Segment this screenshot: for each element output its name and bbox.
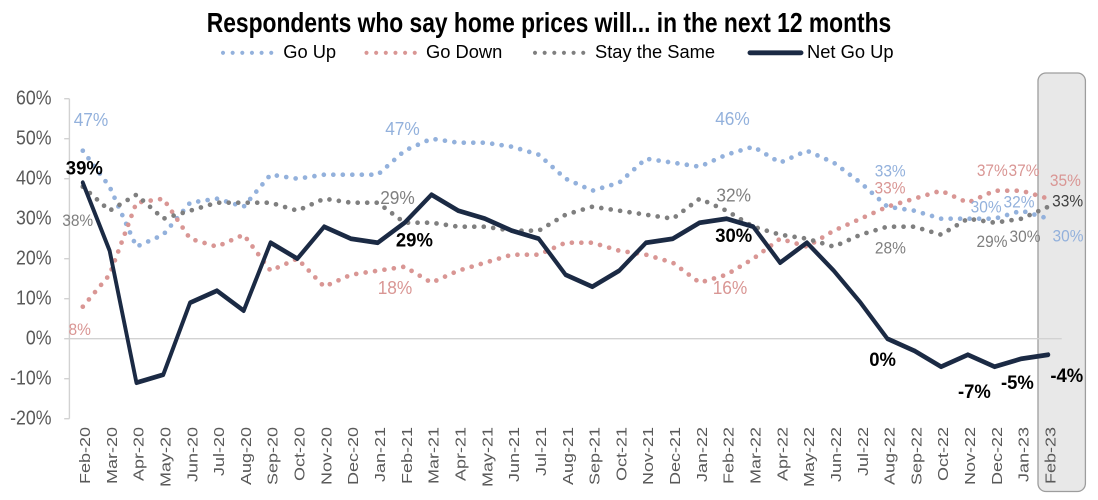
svg-text:Apr-22: Apr-22 bbox=[775, 427, 791, 481]
svg-text:40%: 40% bbox=[16, 167, 51, 189]
svg-text:Feb-23: Feb-23 bbox=[1043, 427, 1059, 484]
svg-text:29%: 29% bbox=[380, 188, 415, 209]
svg-text:Respondents who say home price: Respondents who say home prices will... … bbox=[207, 8, 891, 39]
svg-text:Jan-21: Jan-21 bbox=[373, 427, 389, 482]
svg-text:Sep-21: Sep-21 bbox=[587, 427, 603, 485]
svg-text:30%: 30% bbox=[16, 207, 51, 229]
svg-text:Dec-21: Dec-21 bbox=[668, 427, 684, 485]
svg-text:Oct-22: Oct-22 bbox=[936, 427, 952, 481]
svg-text:46%: 46% bbox=[715, 109, 750, 130]
svg-text:32%: 32% bbox=[1004, 194, 1035, 211]
svg-text:8%: 8% bbox=[69, 322, 91, 339]
svg-text:Feb-22: Feb-22 bbox=[721, 427, 737, 484]
svg-text:0%: 0% bbox=[869, 349, 896, 370]
svg-text:Jan-23: Jan-23 bbox=[1016, 427, 1032, 482]
svg-text:29%: 29% bbox=[396, 229, 433, 250]
svg-text:10%: 10% bbox=[16, 287, 51, 309]
svg-text:May-21: May-21 bbox=[480, 427, 496, 487]
svg-text:35%: 35% bbox=[1050, 173, 1081, 190]
svg-text:Apr-20: Apr-20 bbox=[131, 427, 147, 481]
svg-text:Jul-22: Jul-22 bbox=[855, 427, 871, 476]
svg-text:-4%: -4% bbox=[1050, 365, 1083, 386]
svg-text:Jun-21: Jun-21 bbox=[507, 427, 523, 482]
svg-text:Stay the Same: Stay the Same bbox=[595, 41, 715, 62]
svg-text:Mar-20: Mar-20 bbox=[104, 427, 120, 484]
svg-text:Nov-21: Nov-21 bbox=[641, 427, 657, 485]
svg-text:0%: 0% bbox=[26, 327, 52, 349]
svg-text:Feb-20: Feb-20 bbox=[78, 427, 94, 484]
svg-text:47%: 47% bbox=[74, 110, 109, 131]
svg-text:47%: 47% bbox=[385, 119, 420, 140]
svg-text:39%: 39% bbox=[66, 157, 103, 178]
svg-text:May-20: May-20 bbox=[158, 427, 174, 487]
svg-text:30%: 30% bbox=[715, 225, 752, 246]
svg-text:30%: 30% bbox=[971, 199, 1002, 216]
svg-text:33%: 33% bbox=[875, 180, 906, 197]
svg-text:-5%: -5% bbox=[1001, 372, 1034, 393]
svg-text:50%: 50% bbox=[16, 127, 51, 149]
svg-text:18%: 18% bbox=[378, 278, 413, 299]
svg-text:16%: 16% bbox=[713, 278, 748, 299]
svg-text:Aug-21: Aug-21 bbox=[560, 427, 576, 485]
svg-text:Aug-22: Aug-22 bbox=[882, 427, 898, 485]
svg-text:Dec-22: Dec-22 bbox=[990, 427, 1006, 485]
svg-text:30%: 30% bbox=[1053, 228, 1084, 245]
svg-text:Nov-20: Nov-20 bbox=[319, 427, 335, 485]
svg-text:Jun-22: Jun-22 bbox=[829, 427, 845, 482]
svg-text:Feb-21: Feb-21 bbox=[399, 427, 415, 484]
svg-text:28%: 28% bbox=[875, 240, 906, 257]
svg-text:Oct-21: Oct-21 bbox=[614, 427, 630, 481]
svg-text:37%: 37% bbox=[977, 163, 1008, 180]
svg-text:33%: 33% bbox=[875, 163, 906, 180]
svg-text:Go Down: Go Down bbox=[426, 41, 502, 62]
svg-text:Mar-22: Mar-22 bbox=[748, 427, 764, 484]
svg-text:38%: 38% bbox=[62, 213, 93, 230]
svg-text:Sep-22: Sep-22 bbox=[909, 427, 925, 485]
svg-text:Apr-21: Apr-21 bbox=[453, 427, 469, 481]
svg-text:-10%: -10% bbox=[10, 367, 51, 389]
svg-text:Sep-20: Sep-20 bbox=[265, 427, 281, 485]
svg-text:Oct-20: Oct-20 bbox=[292, 427, 308, 481]
svg-text:29%: 29% bbox=[977, 234, 1008, 251]
svg-text:32%: 32% bbox=[716, 185, 751, 206]
svg-text:May-22: May-22 bbox=[802, 427, 818, 487]
svg-text:Go Up: Go Up bbox=[283, 41, 336, 62]
svg-text:-20%: -20% bbox=[10, 407, 51, 429]
svg-text:Jul-21: Jul-21 bbox=[534, 427, 550, 476]
svg-text:33%: 33% bbox=[1052, 193, 1083, 210]
svg-text:37%: 37% bbox=[1009, 163, 1040, 180]
svg-text:Aug-20: Aug-20 bbox=[239, 427, 255, 485]
svg-text:Jun-20: Jun-20 bbox=[185, 427, 201, 482]
svg-text:Net Go Up: Net Go Up bbox=[807, 41, 894, 62]
svg-text:60%: 60% bbox=[16, 87, 51, 109]
svg-text:Nov-22: Nov-22 bbox=[963, 427, 979, 485]
svg-text:Jan-22: Jan-22 bbox=[695, 427, 711, 482]
svg-text:Dec-20: Dec-20 bbox=[346, 427, 362, 485]
svg-text:Mar-21: Mar-21 bbox=[426, 427, 442, 484]
svg-text:-7%: -7% bbox=[958, 381, 991, 402]
svg-text:20%: 20% bbox=[16, 247, 51, 269]
svg-text:30%: 30% bbox=[1010, 229, 1041, 246]
svg-text:Jul-20: Jul-20 bbox=[212, 427, 228, 476]
